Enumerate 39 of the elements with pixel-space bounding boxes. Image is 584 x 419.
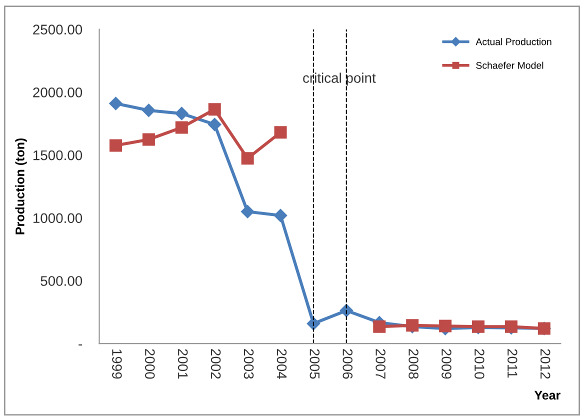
- point: [208, 118, 222, 132]
- point: [439, 320, 452, 332]
- x-axis-title: Year: [534, 390, 560, 400]
- point: [208, 103, 221, 116]
- x-tick-label: 2002: [210, 349, 221, 379]
- point: [175, 121, 188, 134]
- y-axis-title: Production (ton): [15, 138, 27, 234]
- point: [142, 133, 155, 146]
- y-tick-label: 2500.00: [33, 24, 82, 34]
- x-tick-label: 2005: [310, 349, 320, 379]
- x-tick-label: 2012: [540, 349, 550, 379]
- legend-label: Actual Production: [476, 38, 552, 46]
- x-tick-label: 1999: [112, 350, 122, 379]
- point: [274, 126, 287, 139]
- x-tick-label: 2000: [144, 349, 155, 379]
- x-tick-label: 2006: [342, 349, 353, 379]
- x-tick-label: 2008: [408, 349, 418, 379]
- point: [142, 104, 156, 117]
- point: [110, 139, 122, 152]
- y-tick-label: 1500.00: [33, 150, 82, 160]
- x-tick-label: 2011: [507, 349, 518, 378]
- point: [274, 208, 288, 222]
- annotation: critical point: [303, 72, 376, 86]
- point: [373, 320, 386, 333]
- x-tick-label: 2003: [244, 349, 254, 379]
- y-tick-label: -: [78, 344, 82, 346]
- x-tick-label: 2004: [276, 349, 287, 379]
- point: [175, 106, 188, 120]
- x-tick-label: 2009: [442, 349, 452, 379]
- x-tick-label: 2007: [376, 349, 386, 379]
- point: [240, 205, 254, 218]
- y-tick-label: 2000.00: [33, 88, 82, 98]
- y-tick-label: 1000.00: [33, 213, 82, 224]
- y-tick-label: 500.00: [40, 276, 82, 286]
- x-tick-label: 2010: [474, 349, 484, 379]
- legend-label: Schaefer Model: [476, 62, 544, 69]
- x-tick-label: 2001: [178, 349, 188, 379]
- point: [241, 152, 254, 165]
- point: [109, 96, 122, 110]
